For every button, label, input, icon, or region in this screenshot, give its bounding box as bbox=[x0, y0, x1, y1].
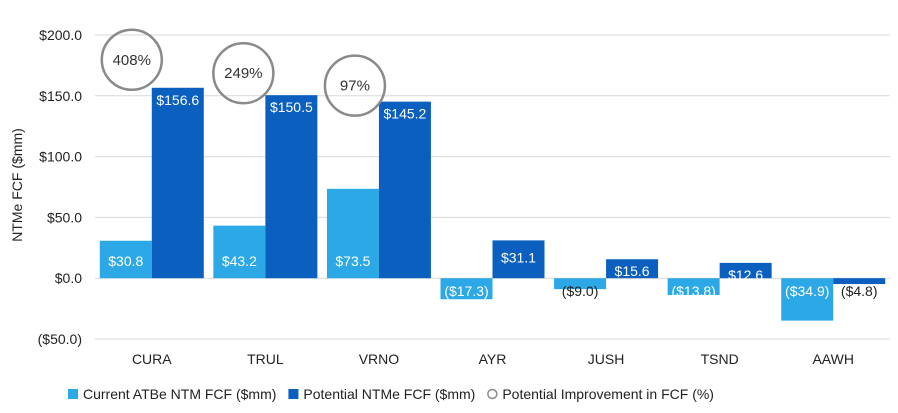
x-category-label: TSND bbox=[701, 351, 739, 367]
bar-current bbox=[554, 278, 607, 290]
x-category-label: TRUL bbox=[247, 351, 284, 367]
improvement-markers: 408% 249% 97% bbox=[100, 28, 387, 117]
y-axis-tick-labels: $200.0 $150.0 $100.0 $50.0 $0.0 ($50.0) bbox=[38, 27, 83, 347]
bar-potential bbox=[492, 240, 545, 279]
data-label-potential: $150.5 bbox=[270, 99, 313, 115]
x-category-label: AYR bbox=[479, 351, 507, 367]
x-category-label: AAWH bbox=[812, 351, 853, 367]
data-label-current: $43.2 bbox=[222, 253, 257, 269]
legend-swatch-potential bbox=[288, 389, 299, 399]
y-tick-label: $0.0 bbox=[55, 270, 82, 286]
data-label-potential: $12.6 bbox=[728, 267, 763, 283]
y-tick-label: $200.0 bbox=[39, 27, 82, 43]
bar-current bbox=[213, 225, 266, 279]
y-tick-label: ($50.0) bbox=[38, 331, 82, 347]
improvement-circle bbox=[212, 41, 275, 105]
bar-potential bbox=[606, 259, 659, 279]
legend-label-improvement: Potential Improvement in FCF (%) bbox=[502, 386, 714, 402]
data-label-current: ($9.0) bbox=[562, 283, 599, 299]
legend: Current ATBe NTM FCF ($mm) Potential NTMe… bbox=[68, 386, 714, 402]
bar-potential bbox=[378, 101, 431, 279]
bar-potential bbox=[719, 262, 772, 279]
y-tick-label: $150.0 bbox=[39, 88, 82, 104]
improvement-label: 408% bbox=[113, 52, 151, 69]
bar-current bbox=[440, 278, 493, 300]
data-label-potential: $31.1 bbox=[501, 249, 536, 265]
y-tick-label: $50.0 bbox=[47, 209, 82, 225]
improvement-circle bbox=[100, 28, 164, 92]
y-axis-title: NTMe FCF ($mm) bbox=[9, 128, 25, 242]
x-category-label: VRNO bbox=[359, 351, 400, 367]
improvement-label: 97% bbox=[340, 78, 370, 95]
data-label-current: ($34.9) bbox=[785, 283, 829, 299]
data-label-potential: ($4.8) bbox=[841, 283, 878, 299]
improvement-label: 249% bbox=[224, 65, 262, 82]
data-label-current: ($17.3) bbox=[444, 283, 488, 299]
bar-potential bbox=[833, 278, 886, 285]
bar-current bbox=[781, 278, 834, 321]
x-category-label: CURA bbox=[132, 351, 172, 367]
bar-current bbox=[99, 240, 152, 279]
y-tick-label: $100.0 bbox=[39, 149, 82, 165]
data-label-potential: $15.6 bbox=[615, 263, 650, 279]
data-label-current: $30.8 bbox=[108, 253, 143, 269]
bar-potential bbox=[151, 87, 204, 279]
data-label-current: ($13.8) bbox=[671, 283, 715, 299]
bars bbox=[99, 87, 886, 321]
x-category-label: JUSH bbox=[588, 351, 625, 367]
bar-current bbox=[667, 278, 720, 295]
data-labels: $30.8 $156.6 $43.2 $150.5 $73.5 $145.2 ($17.3)… bbox=[108, 92, 877, 299]
x-axis-category-labels: CURA TRUL VRNO AYR JUSH TSND AAWH bbox=[132, 351, 854, 367]
data-label-potential: $156.6 bbox=[156, 92, 199, 108]
bar-potential bbox=[265, 95, 318, 279]
legend-label-current: Current ATBe NTM FCF ($mm) bbox=[83, 386, 276, 402]
bar-current bbox=[326, 188, 379, 279]
data-label-current: $73.5 bbox=[335, 253, 370, 269]
improvement-circle bbox=[323, 54, 387, 117]
legend-swatch-improvement bbox=[487, 388, 498, 400]
legend-label-potential: Potential NTMe FCF ($mm) bbox=[303, 386, 475, 402]
legend-swatch-current bbox=[68, 389, 78, 399]
data-label-potential: $145.2 bbox=[384, 106, 427, 122]
